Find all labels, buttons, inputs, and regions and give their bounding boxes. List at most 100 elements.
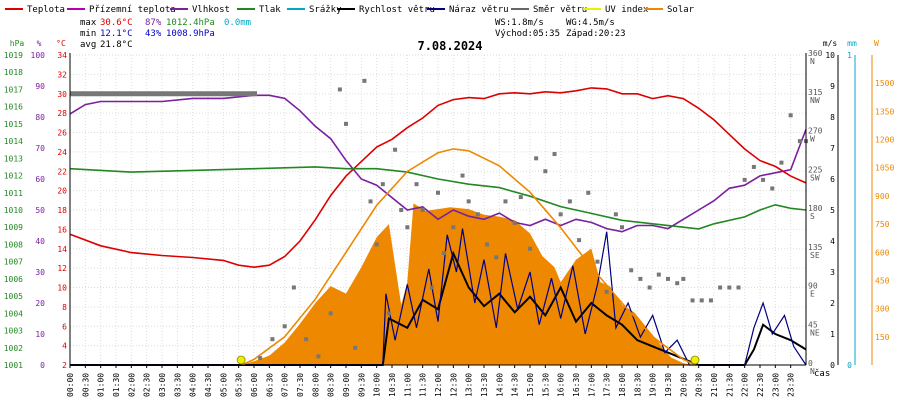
temperature-axis-unit: °C [56,39,66,48]
x-tick-label: 13:00 [465,373,474,397]
x-tick-label: 10:00 [373,373,382,397]
wind-wg: WG:4.5m/s [566,18,615,28]
hpa-axis-tick: 1014 [4,137,23,146]
series-line-solar [241,148,696,366]
x-tick-label: 00:00 [66,373,75,397]
x-tick-label: 10:30 [388,373,397,397]
stat-max-label: max [80,18,97,28]
wind-dir-point [681,276,686,281]
wind-speed-tick: 3 [830,268,835,277]
solar-unit: W [874,39,879,48]
x-tick-label: 22:30 [756,373,765,397]
wind-speed-unit: m/s [823,39,838,48]
wind-dir-point [629,268,634,273]
wind-dir-tick-dir: E [810,290,815,299]
wind-speed-tick: 6 [830,175,835,184]
wind-dir-tick-deg: 225 [808,165,823,174]
wind-dir-point [414,182,419,187]
x-tick-label: 07:30 [296,373,305,397]
wind-dir-point [512,220,517,225]
wind-dir-point [761,177,766,182]
wind-dir-point [699,298,704,303]
temperature-axis-tick: 20 [57,187,67,196]
hpa-axis-tick: 1005 [4,292,23,301]
humidity-axis-tick: 90 [35,82,45,91]
x-tick-label: 23:00 [771,373,780,397]
wind-dir-tick-dir: N [810,367,815,376]
x-tick-label: 20:30 [695,373,704,397]
wind-speed-tick: 9 [830,82,835,91]
hpa-axis-tick: 1017 [4,85,23,94]
wind-dir-point [399,208,404,212]
wind-dir-point [690,298,695,303]
x-tick-label: 02:30 [143,373,152,397]
wind-dir-tick-deg: 135 [808,243,823,252]
x-tick-label: 09:00 [342,373,351,397]
temperature-axis-tick: 24 [57,148,67,157]
stat-avg-label: avg [80,40,96,50]
wind-dir-point [718,285,723,290]
wind-dir-point [485,242,490,247]
wind-dir-point [494,255,499,260]
wind-dir-point [429,285,434,290]
solar-tick: 1200 [875,136,894,145]
x-tick-label: 17:00 [587,373,596,397]
x-tick-label: 05:30 [235,373,244,397]
solar-tick: 300 [875,305,890,314]
x-tick-label: 17:30 [603,373,612,397]
x-tick-label: 14:00 [495,373,504,397]
x-tick-label: 01:00 [97,373,106,397]
hpa-axis-tick: 1007 [4,258,23,267]
hpa-axis-tick: 1018 [4,68,23,77]
hpa-axis-unit: hPa [10,39,25,48]
wind-ws: WS:1.8m/s [495,18,544,28]
humidity-axis-tick: 60 [35,175,45,184]
x-tick-label: 02:00 [127,373,136,397]
wind-dir-point [666,276,670,281]
wind-dir-bar [70,91,258,97]
wind-dir-point [558,212,563,217]
legend-label: Srážky [309,5,342,15]
rain-tick: 0 [847,361,852,370]
stat-min-temp: 12.1°C [100,29,133,39]
uv-marker [236,355,246,365]
wind-dir-point [475,212,480,217]
wind-dir-tick-deg: 45 [808,320,818,329]
temperature-axis-tick: 2 [62,361,67,370]
wind-dir-tick-deg: 270 [808,127,823,136]
x-tick-label: 00:30 [81,373,90,397]
wind-speed-tick: 2 [830,299,835,308]
temperature-axis-tick: 8 [62,303,67,312]
temperature-axis-tick: 30 [57,90,67,99]
x-tick-label: 11:00 [403,373,412,397]
wind-dir-tick-dir: NW [810,96,820,105]
x-tick-label: 18:00 [618,373,627,397]
hpa-axis-tick: 1019 [4,51,23,60]
wind-dir-point [543,169,548,174]
wind-dir-point [337,87,342,92]
hpa-axis-tick: 1015 [4,120,23,129]
humidity-axis-tick: 70 [35,144,45,153]
wind-dir-point [742,177,747,182]
x-tick-label: 16:30 [572,373,581,397]
wind-dir-point [368,199,373,204]
x-tick-label: 06:30 [265,373,274,397]
wind-dir-point [577,238,582,243]
humidity-axis-tick: 10 [35,330,45,339]
stat-max-temp: 30.6°C [100,18,133,28]
x-tick-label: 08:00 [311,373,320,397]
x-tick-label: 20:00 [679,373,688,397]
wind-dir-point [708,298,713,303]
x-tick-label: 03:30 [173,373,182,397]
wind-speed-tick: 0 [830,361,835,370]
wind-dir-tick-dir: W [810,135,815,144]
hpa-axis-tick: 1013 [4,154,23,163]
axes: 1019101810171016101510141013101210111010… [4,39,895,397]
sunrise: Východ:05:35 [495,29,560,39]
legend-label: Tlak [259,5,281,15]
wind-dir-point [466,199,471,204]
humidity-axis-tick: 0 [40,361,45,370]
stat-min-hum: 43% [145,29,162,39]
wind-direction-points [70,78,808,361]
x-tick-label: 01:30 [112,373,121,397]
